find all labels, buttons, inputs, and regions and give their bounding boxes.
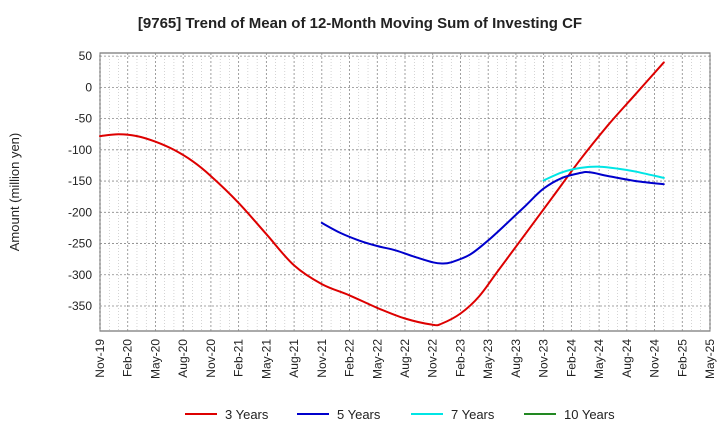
chart-title: [9765] Trend of Mean of 12-Month Moving … — [138, 15, 582, 32]
y-tick-label: -300 — [68, 268, 92, 282]
x-tick-label: May-20 — [148, 339, 162, 379]
series-line-5-years — [320, 171, 665, 265]
x-tick-label: Nov-22 — [426, 339, 440, 378]
x-tick-label: Aug-20 — [176, 339, 190, 378]
x-tick-label: Nov-20 — [204, 339, 218, 378]
x-tick-label: Nov-21 — [315, 339, 329, 378]
x-tick-label: May-23 — [481, 339, 495, 379]
x-tick-label: May-25 — [703, 339, 717, 379]
x-tick-label: Aug-23 — [509, 339, 523, 378]
x-tick-label: Feb-25 — [675, 339, 689, 377]
x-tick-label: Feb-24 — [564, 339, 578, 377]
x-tick-label: May-22 — [370, 339, 384, 379]
y-axis-ticks: 50 0 -50 -100 -150 -200 -250 -300 -350 — [68, 49, 92, 313]
y-tick-label: -350 — [68, 299, 92, 313]
x-tick-label: Aug-21 — [287, 339, 301, 378]
x-tick-label: May-21 — [259, 339, 273, 379]
y-tick-label: 0 — [85, 80, 92, 94]
legend: 3 Years 5 Years 7 Years 10 Years — [185, 407, 615, 422]
series-lines — [99, 61, 665, 327]
legend-label-7-years: 7 Years — [451, 407, 495, 422]
series-line-3-years — [99, 61, 665, 327]
y-tick-label: -200 — [68, 205, 92, 219]
y-tick-label: -150 — [68, 174, 92, 188]
x-tick-label: Nov-19 — [93, 339, 107, 378]
x-tick-label: Feb-22 — [343, 339, 357, 377]
x-axis-ticks: Nov-19 Feb-20 May-20 Aug-20 Nov-20 Feb-21 May-… — [93, 339, 717, 379]
x-tick-label: Nov-24 — [648, 339, 662, 378]
x-tick-label: Feb-23 — [453, 339, 467, 377]
legend-label-5-years: 5 Years — [337, 407, 381, 422]
y-tick-label: -100 — [68, 143, 92, 157]
y-tick-label: 50 — [79, 49, 93, 63]
legend-label-10-years: 10 Years — [564, 407, 615, 422]
grid — [99, 53, 711, 331]
x-tick-label: Feb-20 — [121, 339, 135, 377]
y-axis-label: Amount (million yen) — [7, 133, 22, 252]
y-tick-label: -250 — [68, 237, 92, 251]
legend-label-3-years: 3 Years — [225, 407, 269, 422]
x-tick-label: Feb-21 — [232, 339, 246, 377]
x-tick-label: Aug-22 — [398, 339, 412, 378]
series-line-7-years — [542, 165, 665, 182]
x-tick-label: Aug-24 — [620, 339, 634, 378]
y-tick-label: -50 — [75, 112, 93, 126]
x-tick-label: May-24 — [592, 339, 606, 379]
x-tick-label: Nov-23 — [537, 339, 551, 378]
